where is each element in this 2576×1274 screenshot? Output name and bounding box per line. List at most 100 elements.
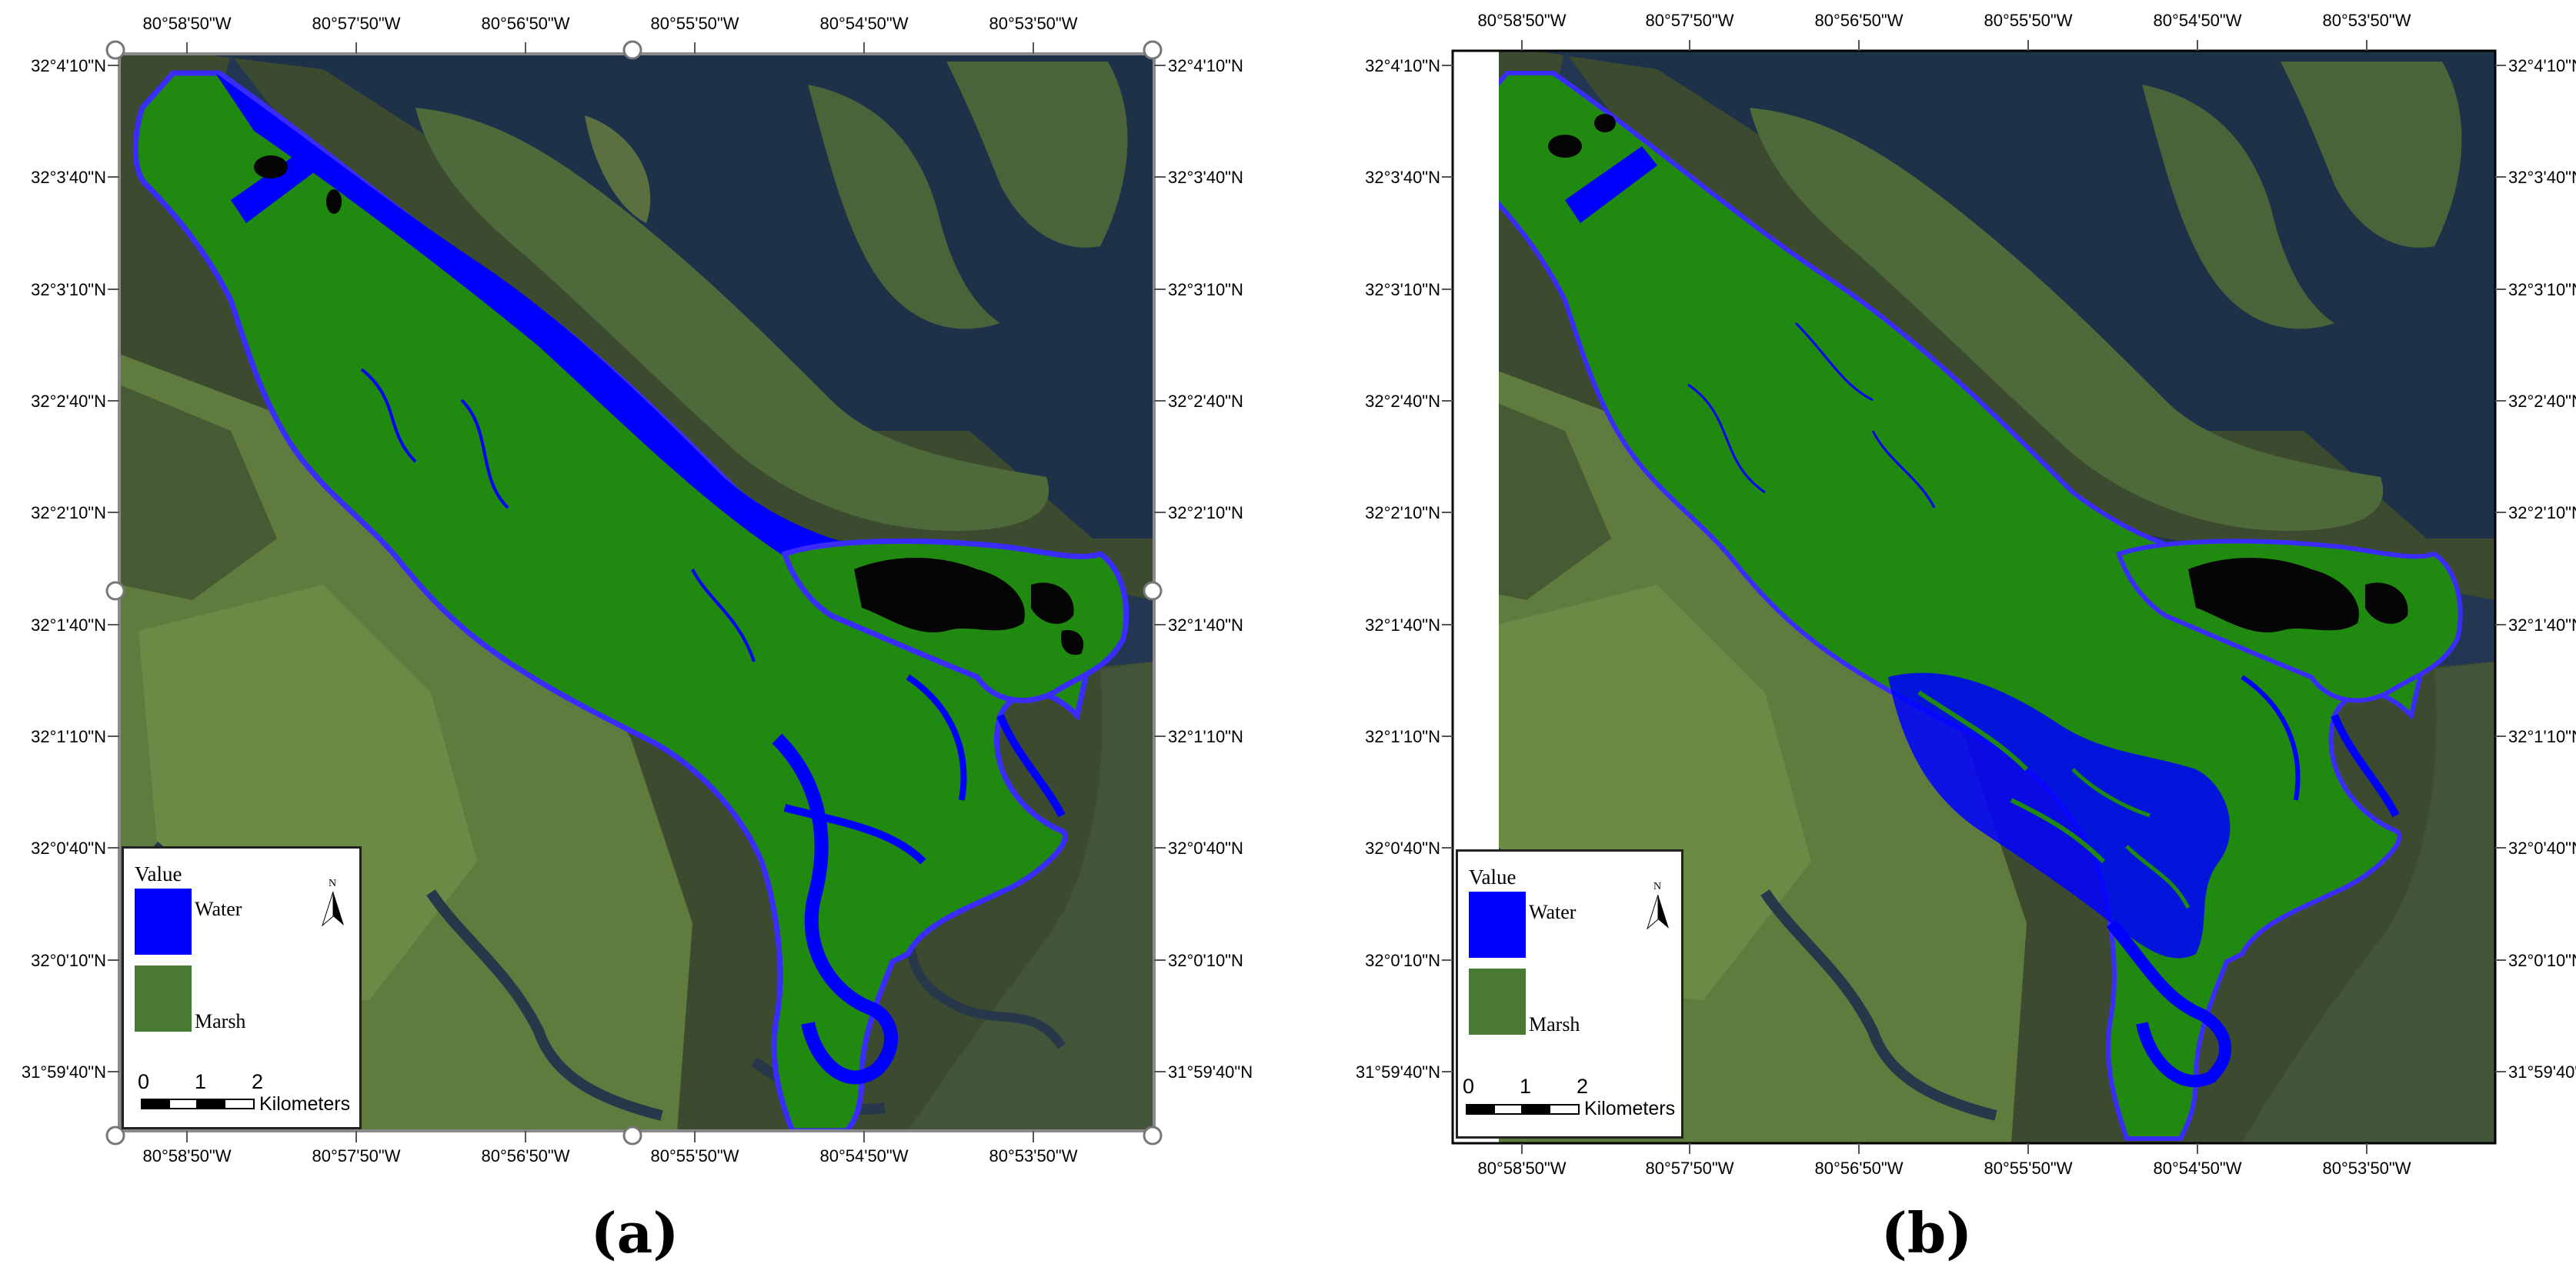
lat-label-left: 32°2'10"N	[31, 503, 106, 522]
selection-handle-icon[interactable]	[1143, 581, 1163, 601]
lon-label-top: 80°58'50"W	[143, 14, 232, 33]
lat-label-left: 31°59'40"N	[1356, 1062, 1440, 1082]
lat-label-right: 32°2'40"N	[2508, 392, 2576, 411]
lat-label-left: 32°1'40"N	[1365, 615, 1440, 635]
map-frame-b	[1451, 49, 2497, 1145]
water-label: Water	[195, 898, 242, 920]
lat-label-left: 32°2'40"N	[31, 392, 106, 411]
lon-label-top: 80°55'50"W	[1984, 11, 2073, 30]
selection-handle-icon[interactable]	[1143, 1126, 1163, 1146]
scale-tick-0: 0	[1463, 1075, 1475, 1098]
selection-handle-icon[interactable]	[105, 1126, 125, 1146]
lon-label-top: 80°53'50"W	[989, 14, 1078, 33]
lat-label-left: 32°4'10"N	[31, 56, 106, 75]
lat-label-left: 32°3'40"N	[31, 168, 106, 187]
lat-label-right: 32°1'40"N	[2508, 615, 2576, 635]
lon-label-top: 80°58'50"W	[1478, 11, 1567, 30]
marsh-swatch	[135, 966, 192, 1032]
lon-label-bottom: 80°53'50"W	[2323, 1159, 2411, 1178]
lon-label-bottom: 80°54'50"W	[2154, 1159, 2242, 1178]
water-swatch	[1469, 892, 1526, 958]
legend-title: Value	[135, 862, 182, 885]
lon-label-bottom: 80°56'50"W	[1815, 1159, 1904, 1178]
lat-label-left: 32°3'10"N	[31, 280, 106, 299]
lat-label-left: 32°3'10"N	[1365, 280, 1440, 299]
lat-label-right: 32°1'10"N	[2508, 727, 2576, 746]
selection-handle-icon[interactable]	[622, 40, 642, 60]
lon-label-bottom: 80°57'50"W	[1646, 1159, 1734, 1178]
water-label: Water	[1529, 901, 1577, 923]
lat-label-right: 32°3'40"N	[1168, 168, 1243, 187]
legend-title: Value	[1469, 865, 1517, 889]
marsh-swatch	[1469, 969, 1526, 1035]
north-label: N	[329, 878, 337, 889]
lon-label-top: 80°53'50"W	[2323, 11, 2411, 30]
lat-label-left: 32°1'10"N	[1365, 727, 1440, 746]
selection-handles-a[interactable]	[105, 40, 1163, 1146]
lon-label-bottom: 80°58'50"W	[143, 1146, 232, 1166]
scale-tick-0: 0	[138, 1070, 150, 1093]
scale-tick-2: 2	[252, 1070, 264, 1093]
lon-label-bottom: 80°57'50"W	[312, 1146, 401, 1166]
marsh-label: Marsh	[1529, 1013, 1580, 1036]
scale-unit-label: Kilometers	[259, 1093, 351, 1115]
scale-tick-2: 2	[1577, 1075, 1589, 1098]
lat-label-right: 32°0'10"N	[1168, 951, 1243, 970]
map-legend-b: Value Water Marsh N 0 1 2 Kilometers	[1456, 849, 1683, 1139]
marsh-label: Marsh	[195, 1010, 246, 1032]
lon-label-bottom: 80°55'50"W	[1984, 1159, 2073, 1178]
panel-caption-a: (a)	[590, 1200, 679, 1266]
scale-tick-1: 1	[195, 1070, 207, 1093]
panel-b: 80°58'50"W 80°57'50"W 80°56'50"W 80°55'5…	[1288, 0, 2576, 1274]
lat-label-left: 32°2'40"N	[1365, 392, 1440, 411]
lat-label-left: 31°59'40"N	[22, 1062, 106, 1082]
selection-handle-icon[interactable]	[105, 581, 125, 601]
lon-label-bottom: 80°56'50"W	[482, 1146, 570, 1166]
graticule-ticks-a	[108, 42, 1166, 1142]
selection-handle-icon[interactable]	[105, 40, 125, 60]
lat-label-right: 32°2'10"N	[2508, 503, 2576, 522]
lat-label-right: 32°3'10"N	[1168, 280, 1243, 299]
lat-label-left: 32°0'40"N	[1365, 839, 1440, 858]
map-b-svg: 80°58'50"W 80°57'50"W 80°56'50"W 80°55'5…	[1356, 11, 2576, 1178]
lat-label-right: 32°0'40"N	[1168, 839, 1243, 858]
lon-label-bottom: 80°55'50"W	[651, 1146, 739, 1166]
lat-label-right: 31°59'40"N	[2508, 1062, 2576, 1082]
north-arrow-icon	[321, 891, 344, 927]
lat-label-right: 32°1'10"N	[1168, 727, 1243, 746]
map-legend-a: Value Water Marsh N 0 1 2 Kilometers	[122, 846, 362, 1129]
coordinate-labels-a: 80°58'50"W 80°57'50"W 80°56'50"W 80°55'5…	[22, 14, 1253, 1166]
lat-label-left: 32°0'10"N	[1365, 951, 1440, 970]
lat-label-left: 32°1'40"N	[31, 615, 106, 635]
lon-label-top: 80°56'50"W	[482, 14, 570, 33]
lon-label-top: 80°57'50"W	[312, 14, 401, 33]
coordinate-labels-b: 80°58'50"W 80°57'50"W 80°56'50"W 80°55'5…	[1356, 11, 2576, 1178]
lat-label-left: 32°4'10"N	[1365, 56, 1440, 75]
lat-label-right: 32°2'10"N	[1168, 503, 1243, 522]
lat-label-right: 32°1'40"N	[1168, 615, 1243, 635]
lat-label-left: 32°1'10"N	[31, 727, 106, 746]
panel-a: 80°58'50"W 80°57'50"W 80°56'50"W 80°55'5…	[22, 14, 1253, 1266]
lon-label-top: 80°56'50"W	[1815, 11, 1904, 30]
lat-label-right: 32°3'40"N	[2508, 168, 2576, 187]
water-swatch	[135, 889, 192, 955]
lat-label-left: 32°0'10"N	[31, 951, 106, 970]
lat-label-right: 32°0'10"N	[2508, 951, 2576, 970]
lon-label-bottom: 80°58'50"W	[1478, 1159, 1567, 1178]
lat-label-right: 32°0'40"N	[2508, 839, 2576, 858]
lat-label-right: 32°2'40"N	[1168, 392, 1243, 411]
lon-label-bottom: 80°54'50"W	[820, 1146, 909, 1166]
lat-label-left: 32°3'40"N	[1365, 168, 1440, 187]
lon-label-top: 80°57'50"W	[1646, 11, 1734, 30]
lat-label-right: 32°4'10"N	[1168, 56, 1243, 75]
selection-handle-icon[interactable]	[1143, 40, 1163, 60]
scale-unit-label: Kilometers	[1584, 1098, 1676, 1119]
lat-label-right: 32°4'10"N	[2508, 56, 2576, 75]
lon-label-top: 80°54'50"W	[820, 14, 909, 33]
classification-overlay-b	[1499, 71, 2463, 1141]
lon-label-bottom: 80°53'50"W	[989, 1146, 1078, 1166]
north-arrow-icon	[1646, 894, 1669, 930]
selection-handle-icon[interactable]	[622, 1126, 642, 1146]
lon-label-top: 80°54'50"W	[2154, 11, 2242, 30]
graticule-ticks-b	[1442, 40, 2506, 1154]
